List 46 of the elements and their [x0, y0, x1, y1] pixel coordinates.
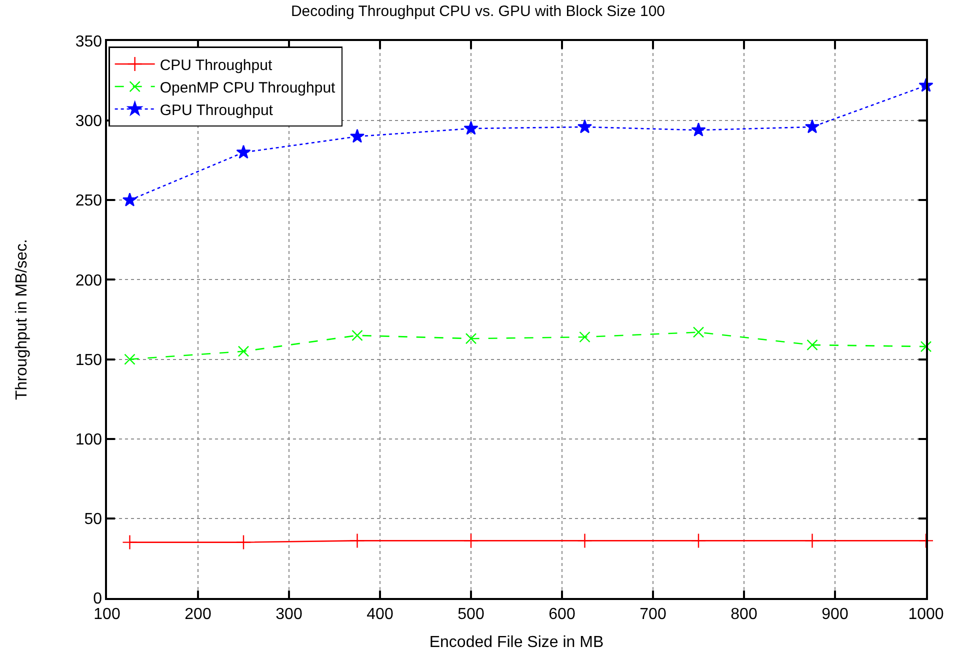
point — [352, 330, 363, 342]
x-tick-label: 700 — [640, 606, 666, 623]
x-tick-label: 800 — [730, 606, 758, 623]
point — [236, 534, 252, 550]
y-tick-label: 0 — [93, 590, 102, 608]
x-tick-label: 300 — [276, 606, 302, 623]
point — [920, 340, 932, 352]
x-tick-label: 400 — [366, 606, 394, 623]
point — [464, 120, 478, 135]
x-tick-label: 500 — [458, 606, 484, 623]
point — [577, 119, 592, 134]
point — [804, 533, 820, 548]
x-tick-label: 1000 — [908, 606, 944, 623]
point — [804, 119, 820, 134]
x-tick-label: 200 — [184, 606, 212, 623]
point — [579, 331, 590, 343]
y-tick-label: 350 — [75, 34, 102, 51]
point — [690, 533, 706, 548]
y-tick-label: 200 — [75, 272, 102, 290]
point — [918, 533, 934, 548]
point — [124, 354, 136, 365]
point — [577, 533, 592, 548]
y-tick-label: 300 — [75, 113, 102, 130]
y-tick-label: 100 — [75, 431, 102, 448]
legend-label: GPU Throughput — [160, 102, 274, 119]
point — [238, 346, 250, 357]
y-tick-label: 150 — [75, 352, 102, 369]
point — [463, 533, 479, 548]
point — [806, 339, 818, 351]
point — [122, 534, 138, 550]
point — [350, 533, 365, 548]
chart-title: Decoding Throughput CPU vs. GPU with Block Size 100 — [290, 2, 666, 20]
legend-label: OpenMP CPU Throughput — [160, 79, 336, 96]
y-axis-title: Throughput in MB/sec. — [14, 239, 31, 400]
point — [465, 333, 477, 344]
legend-label: CPU Throughput — [160, 56, 273, 74]
point — [122, 192, 138, 206]
y-tick-label: 50 — [84, 511, 102, 528]
x-tick-label: 900 — [822, 606, 848, 623]
point — [350, 128, 365, 143]
y-tick-label: 250 — [75, 192, 102, 210]
x-axis-title: Encoded File Size in MB — [429, 634, 604, 652]
x-tick-label: 600 — [548, 606, 576, 623]
point — [691, 122, 706, 136]
point — [692, 326, 704, 338]
point — [236, 144, 251, 159]
